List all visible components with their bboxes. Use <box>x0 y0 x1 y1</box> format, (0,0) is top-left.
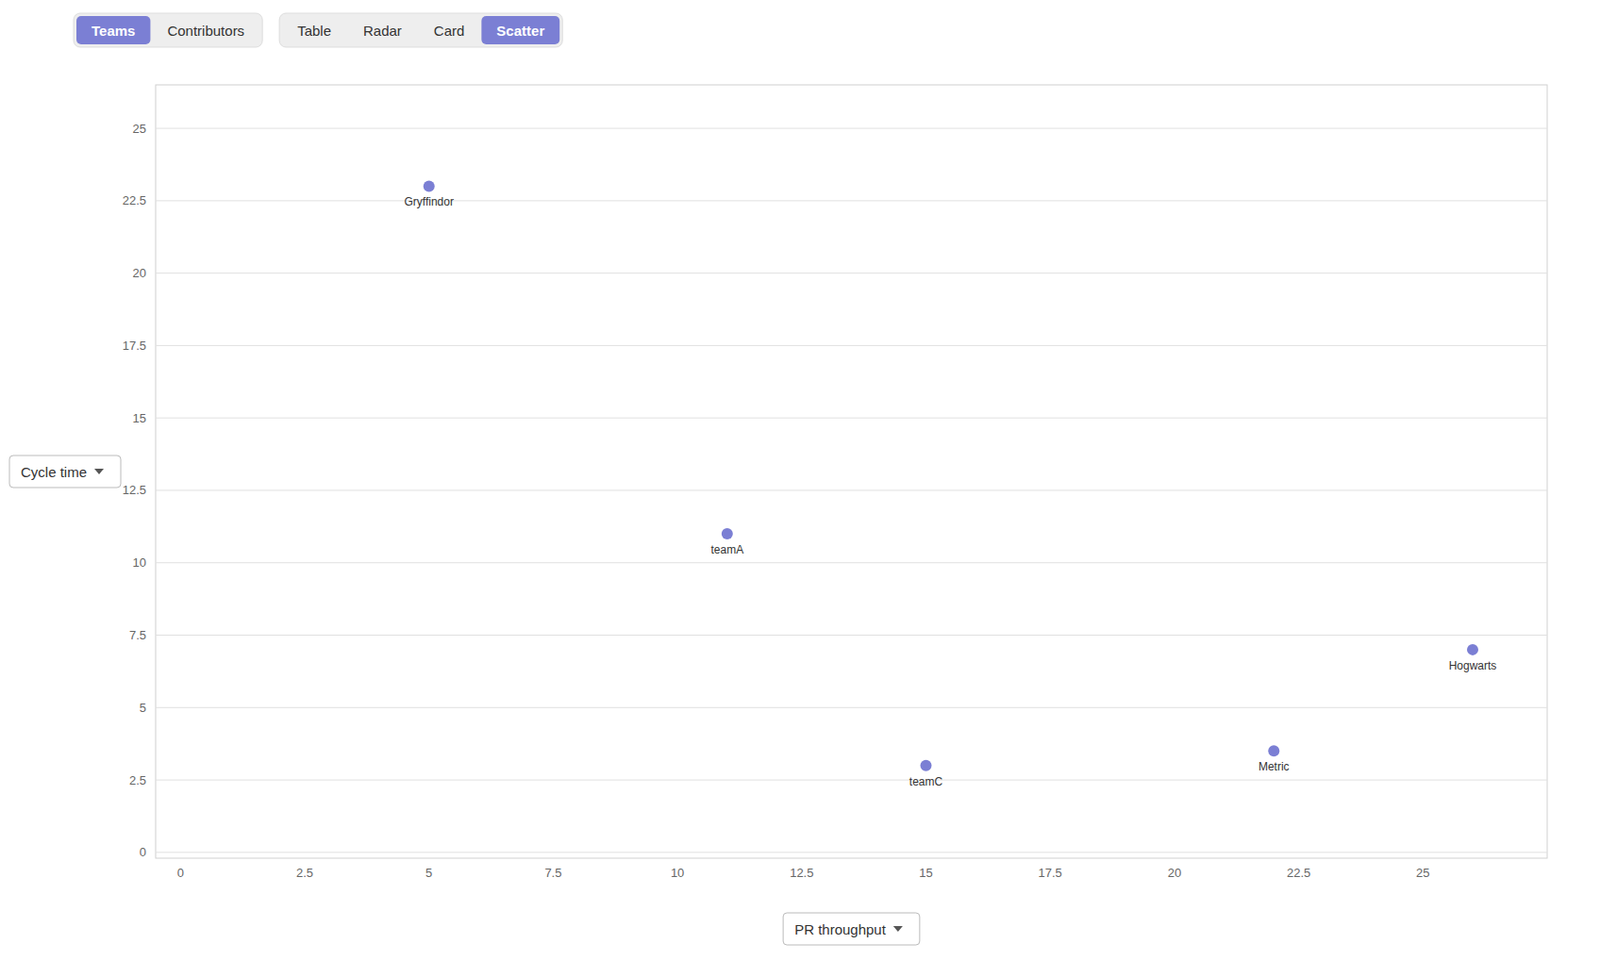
grid-line <box>155 128 1548 130</box>
tab[interactable] <box>418 16 481 45</box>
y-axis-label-box[interactable] <box>9 455 121 488</box>
y-tick-label: 20 <box>133 266 147 281</box>
tab-label[interactable]: Teams <box>91 22 135 39</box>
chart-root: Teams Contributors Table Radar Card Scatter 0 2… <box>0 0 1600 977</box>
tab-group <box>73 13 263 48</box>
tab[interactable] <box>151 16 260 45</box>
grid-line <box>155 562 1548 564</box>
dropdown-caret[interactable] <box>893 926 903 933</box>
tab-group <box>279 13 563 48</box>
tab[interactable] <box>282 16 347 45</box>
background <box>0 0 1600 977</box>
tab-active[interactable] <box>76 16 150 45</box>
x-axis-label-text[interactable]: PR throughput <box>794 921 887 938</box>
grid-line <box>155 851 1548 853</box>
x-tick-label: 10 <box>670 866 684 881</box>
x-tick-label: 7.5 <box>544 866 562 881</box>
grid-line <box>155 272 1548 274</box>
dropdown-caret[interactable] <box>94 468 104 475</box>
x-tick-label: 12.5 <box>789 866 814 881</box>
point-label: Metric <box>1258 760 1290 774</box>
tab-label[interactable]: Table <box>297 22 332 39</box>
tab-label[interactable]: Scatter <box>496 22 545 39</box>
tab[interactable] <box>348 16 417 45</box>
x-tick-label: 17.5 <box>1038 866 1063 881</box>
x-axis-label-box[interactable] <box>783 913 920 946</box>
point <box>1267 745 1280 757</box>
y-tick-label: 17.5 <box>122 338 147 353</box>
x-tick-label: 5 <box>425 866 433 881</box>
point-label: teamC <box>909 775 944 789</box>
y-axis-label-text[interactable]: Cycle time <box>20 464 87 481</box>
x-tick-label: 22.5 <box>1286 866 1311 881</box>
y-tick-label: 25 <box>133 121 147 136</box>
tab-label[interactable]: Card <box>433 22 466 39</box>
grid-line <box>155 634 1548 636</box>
point-label: Hogwarts <box>1449 659 1498 673</box>
point <box>721 528 734 540</box>
tabs: Teams Contributors Table Radar Card Scatter <box>73 13 563 48</box>
points <box>423 180 1479 771</box>
y-tick-label: 5 <box>139 700 147 716</box>
grid-line <box>155 707 1548 709</box>
x-axis-label[interactable]: PR throughput <box>783 913 920 946</box>
x-tick-label: 20 <box>1167 866 1182 881</box>
point-labels: Gryffindor teamA teamC Metric Hogwarts <box>403 195 1497 788</box>
x-tick-label: 15 <box>918 866 933 881</box>
y-tick-label: 12.5 <box>122 483 147 498</box>
grid-line <box>155 780 1548 782</box>
grid-line <box>155 345 1548 347</box>
y-tick-label: 0 <box>139 845 147 860</box>
grid-line <box>155 417 1548 419</box>
y-tick-label: 10 <box>133 555 147 570</box>
grid-line <box>155 200 1548 201</box>
point <box>1466 644 1479 656</box>
x-tick-label: 0 <box>177 866 184 881</box>
tab-label[interactable]: Contributors <box>166 22 245 39</box>
point-label: teamA <box>710 543 744 557</box>
y-tick-label: 22.5 <box>122 193 147 208</box>
y-axis-label[interactable]: Cycle time <box>9 455 121 488</box>
point <box>920 760 933 772</box>
plot-frame <box>155 84 1548 859</box>
y-tick-label: 7.5 <box>129 628 147 643</box>
tab-active[interactable] <box>481 16 560 45</box>
x-tick-label: 2.5 <box>296 866 314 881</box>
tab-label[interactable]: Radar <box>363 22 402 39</box>
y-tick-label: 15 <box>133 411 147 426</box>
point-label: Gryffindor <box>403 195 453 209</box>
point <box>423 180 435 192</box>
x-tick-label: 25 <box>1416 866 1430 881</box>
y-tick-label: 2.5 <box>129 773 147 788</box>
grid <box>155 128 1548 853</box>
grid-line <box>155 489 1548 491</box>
